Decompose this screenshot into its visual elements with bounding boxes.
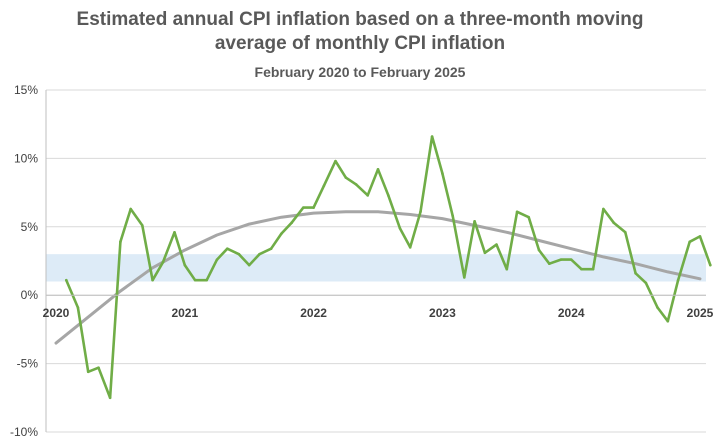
data-point xyxy=(280,232,283,235)
data-point xyxy=(473,220,476,223)
data-point xyxy=(580,267,583,271)
x-tick-label: 2025 xyxy=(687,306,714,320)
data-point xyxy=(515,210,519,214)
data-point xyxy=(537,248,541,252)
data-point xyxy=(430,135,434,138)
data-point xyxy=(505,267,509,271)
data-point xyxy=(205,278,208,282)
y-tick-label: 0% xyxy=(21,288,39,302)
data-point xyxy=(623,230,627,234)
data-point xyxy=(151,278,154,282)
data-point xyxy=(86,370,90,374)
data-point xyxy=(698,235,702,238)
data-point xyxy=(398,226,402,230)
data-point xyxy=(451,214,455,218)
data-point xyxy=(666,319,670,323)
x-tick-label: 2022 xyxy=(300,306,327,320)
chart-title: Estimated annual CPI inflation based on … xyxy=(0,8,720,56)
y-tick-label: -5% xyxy=(17,357,39,371)
data-point xyxy=(226,247,229,250)
data-point xyxy=(108,396,112,400)
data-point xyxy=(591,267,595,271)
data-point xyxy=(612,221,616,224)
data-point xyxy=(569,258,573,261)
data-point xyxy=(634,272,637,275)
data-point xyxy=(644,281,648,285)
data-point xyxy=(688,240,691,244)
y-tick-label: 15% xyxy=(14,83,38,97)
data-point xyxy=(193,278,197,282)
data-point xyxy=(656,306,659,309)
data-point xyxy=(269,247,273,250)
data-point xyxy=(344,176,348,179)
data-point xyxy=(183,263,187,267)
x-tick-label: 2023 xyxy=(429,306,456,320)
data-point xyxy=(334,159,337,163)
data-point xyxy=(527,215,530,219)
data-point xyxy=(483,251,487,255)
data-point xyxy=(76,306,80,309)
data-point xyxy=(322,184,326,188)
data-point xyxy=(441,172,444,175)
data-point xyxy=(676,278,680,282)
data-point xyxy=(97,366,100,370)
x-tick-label: 2020 xyxy=(43,306,70,320)
data-point xyxy=(237,252,241,256)
data-point xyxy=(140,224,144,227)
x-tick-label: 2021 xyxy=(171,306,198,320)
data-point xyxy=(119,240,122,244)
data-point xyxy=(215,258,219,261)
data-point xyxy=(173,230,176,234)
data-point xyxy=(376,168,380,171)
data-point xyxy=(161,261,165,264)
data-point xyxy=(354,183,358,186)
data-point xyxy=(602,207,605,211)
data-point xyxy=(408,246,412,249)
data-point xyxy=(366,194,369,197)
data-point xyxy=(65,278,68,282)
data-point xyxy=(419,210,422,214)
data-point xyxy=(387,194,390,197)
chart-title-line-1: Estimated annual CPI inflation based on … xyxy=(76,9,644,30)
data-point xyxy=(495,243,498,246)
data-point xyxy=(709,263,712,267)
chart-title-line-2: average of monthly CPI inflation xyxy=(214,33,506,54)
y-tick-label: -10% xyxy=(10,425,38,439)
data-point xyxy=(559,258,563,261)
data-point xyxy=(258,252,261,256)
data-point xyxy=(247,263,251,267)
data-point xyxy=(301,206,305,209)
x-tick-label: 2024 xyxy=(558,306,585,320)
data-point xyxy=(462,276,466,279)
y-tick-label: 10% xyxy=(14,151,38,165)
chart-subtitle: February 2020 to February 2025 xyxy=(254,64,466,80)
data-point xyxy=(312,206,315,209)
data-point xyxy=(548,262,551,266)
y-tick-label: 5% xyxy=(21,220,39,234)
data-point xyxy=(290,221,294,224)
data-point xyxy=(129,207,133,211)
